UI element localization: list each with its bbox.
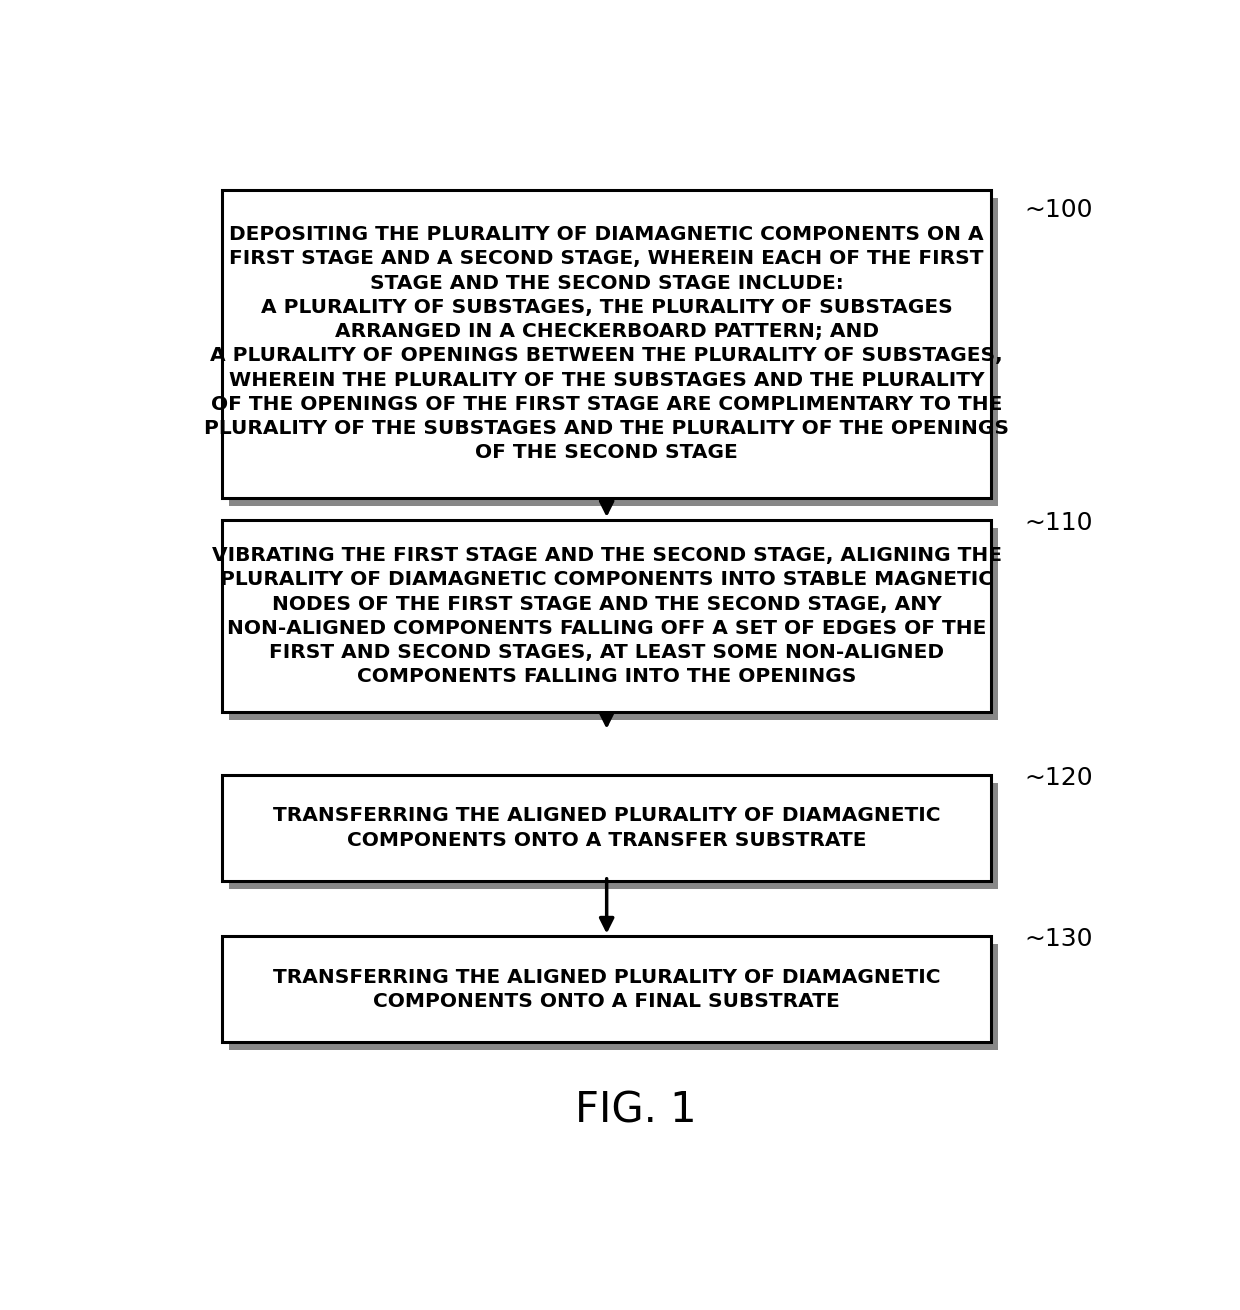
- Text: VIBRATING THE FIRST STAGE AND THE SECOND STAGE, ALIGNING THE
PLURALITY OF DIAMAG: VIBRATING THE FIRST STAGE AND THE SECOND…: [212, 546, 1002, 686]
- Bar: [229, 783, 998, 889]
- Bar: [229, 198, 998, 506]
- Bar: [222, 937, 991, 1043]
- Bar: [229, 945, 998, 1051]
- Text: DEPOSITING THE PLURALITY OF DIAMAGNETIC COMPONENTS ON A
FIRST STAGE AND A SECOND: DEPOSITING THE PLURALITY OF DIAMAGNETIC …: [205, 225, 1009, 462]
- Bar: [222, 776, 991, 880]
- Text: ~100: ~100: [1024, 198, 1094, 221]
- Text: ~130: ~130: [1024, 927, 1094, 951]
- Bar: [222, 520, 991, 713]
- Bar: [229, 528, 998, 721]
- Text: FIG. 1: FIG. 1: [574, 1090, 697, 1132]
- Bar: [222, 190, 991, 498]
- Text: TRANSFERRING THE ALIGNED PLURALITY OF DIAMAGNETIC
COMPONENTS ONTO A FINAL SUBSTR: TRANSFERRING THE ALIGNED PLURALITY OF DI…: [273, 968, 940, 1011]
- Text: ~110: ~110: [1024, 511, 1094, 536]
- Text: TRANSFERRING THE ALIGNED PLURALITY OF DIAMAGNETIC
COMPONENTS ONTO A TRANSFER SUB: TRANSFERRING THE ALIGNED PLURALITY OF DI…: [273, 807, 940, 850]
- Text: ~120: ~120: [1024, 765, 1094, 790]
